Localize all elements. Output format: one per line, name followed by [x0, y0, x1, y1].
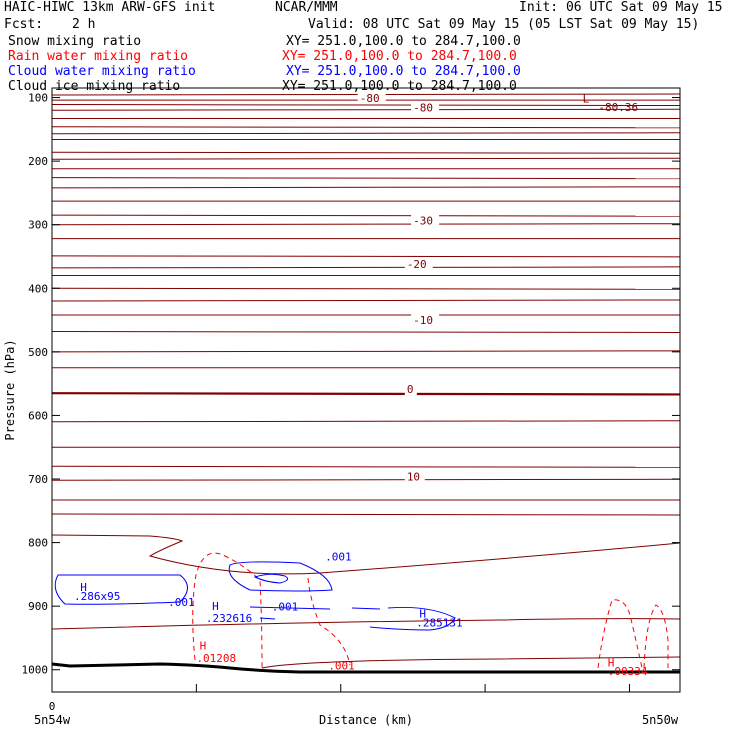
cloud-water-contour [351, 607, 381, 610]
isotherm-label: -20 [407, 258, 427, 271]
field-xy-cloud-ice: XY= 251.0,100.0 to 284.7,100.0 [282, 79, 517, 94]
field-xy-snow: XY= 251.0,100.0 to 284.7,100.0 [286, 34, 521, 49]
rain-label: .00334 [608, 665, 648, 678]
cloud-water-label: .285131 [416, 617, 462, 630]
cloud-water-label: .001 [325, 550, 352, 563]
field-xy-rain: XY= 251.0,100.0 to 284.7,100.0 [282, 49, 517, 64]
isotherm-low-3 [261, 656, 681, 669]
isotherm-low-2 [51, 618, 681, 630]
isotherm-low-1 [51, 534, 681, 575]
terrain-surface [51, 662, 680, 674]
freezing-level-line [51, 392, 681, 396]
rain-label: .01208 [196, 652, 236, 665]
cloud-water-label: H [212, 600, 219, 613]
rain-label: .001 [328, 660, 355, 673]
cloud-water-label: H [419, 608, 426, 621]
cloud-water-label: .232616 [206, 612, 252, 625]
isotherm-line [51, 108, 681, 111]
rain-water-contour [643, 604, 669, 669]
isotherm-line [51, 255, 681, 258]
y-tick-label: 700 [28, 473, 48, 486]
isotherm-label: 0 [407, 383, 414, 396]
isotherm-line [51, 299, 681, 302]
cloud-water-contour [249, 606, 331, 610]
isotherm-label: 10 [407, 470, 420, 483]
y-tick-label: 100 [28, 92, 48, 105]
cloud-water-contour [54, 574, 188, 605]
y-tick-label: 200 [28, 155, 48, 168]
label-background [411, 214, 440, 227]
label-background [357, 91, 386, 104]
low-marker-label: L [583, 93, 590, 106]
label-background [411, 313, 440, 326]
model-title: HAIC-HIWC 13km ARW-GFS init [4, 0, 216, 15]
label-background [404, 257, 433, 270]
isotherm-line [51, 266, 681, 269]
isotherm-line [51, 223, 681, 226]
isotherm-line [51, 331, 681, 334]
rain-water-contour [597, 599, 643, 669]
isotherm-line [51, 478, 681, 481]
forecast-label: Fcst: [4, 17, 44, 32]
isotherm-label: -80 [413, 102, 433, 115]
cloud-water-label: .001 [272, 601, 299, 614]
isotherm-line [51, 157, 681, 160]
isotherm-line [51, 350, 681, 353]
isotherm-label: -30 [413, 215, 433, 228]
field-name-cloud-ice: Cloud ice mixing ratio [8, 79, 181, 94]
y-tick-label: 500 [28, 346, 48, 359]
isotherm-line [51, 186, 681, 189]
x-start-label: 5n54w [34, 713, 71, 727]
isotherm-line [51, 420, 681, 423]
cloud-water-contour [228, 561, 333, 592]
isotherm-label: -10 [413, 314, 433, 327]
isotherm-line [51, 126, 681, 129]
rain-label: H [200, 639, 207, 652]
isotherm-line [51, 177, 681, 180]
y-tick-label: 800 [28, 537, 48, 550]
cloud-water-contour [369, 606, 456, 631]
y-tick-label: 300 [28, 219, 48, 232]
plot-frame [51, 87, 681, 693]
isotherm-line [51, 104, 681, 107]
valid-time: Valid: 08 UTC Sat 09 May 15 (05 LST Sat … [308, 17, 700, 32]
isotherm-line [51, 287, 681, 290]
x-tick-label: 0 [49, 700, 56, 713]
org-label: NCAR/MMM [275, 0, 338, 15]
cloud-water-label: .286x95 [74, 590, 120, 603]
y-tick-label: 900 [28, 600, 48, 613]
cloud-water-contour [253, 573, 289, 584]
cloud-water-label: H [80, 581, 87, 594]
y-axis-label: Pressure (hPa) [3, 339, 17, 440]
y-tick-label: 600 [28, 409, 48, 422]
field-xy-cloud-water: XY= 251.0,100.0 to 284.7,100.0 [286, 64, 521, 79]
isotherm-label: -80 [360, 92, 380, 105]
y-tick-label: 400 [28, 282, 48, 295]
label-background [404, 470, 425, 483]
label-background [411, 101, 440, 114]
x-end-label: 5n50w [642, 713, 679, 727]
cloud-water-label: .001 [168, 596, 195, 609]
cloud-water-contour [259, 617, 276, 620]
isotherm-line [51, 132, 681, 135]
field-name-snow: Snow mixing ratio [8, 34, 142, 49]
rain-water-contour [192, 552, 263, 669]
init-time: Init: 06 UTC Sat 09 May 15 [519, 0, 723, 15]
isotherm-line [51, 151, 681, 154]
rain-label: H [608, 657, 615, 670]
x-axis-label: Distance (km) [319, 713, 413, 727]
label-background [404, 383, 417, 396]
isotherm-line [51, 513, 681, 516]
field-name-cloud-water: Cloud water mixing ratio [8, 64, 196, 79]
low-marker-label: -80.36 [598, 101, 638, 114]
isotherm-line [51, 214, 681, 217]
forecast-hours: 2 h [72, 17, 96, 32]
field-name-rain: Rain water mixing ratio [8, 49, 189, 64]
y-tick-label: 1000 [22, 664, 49, 677]
isotherm-line [51, 465, 681, 468]
